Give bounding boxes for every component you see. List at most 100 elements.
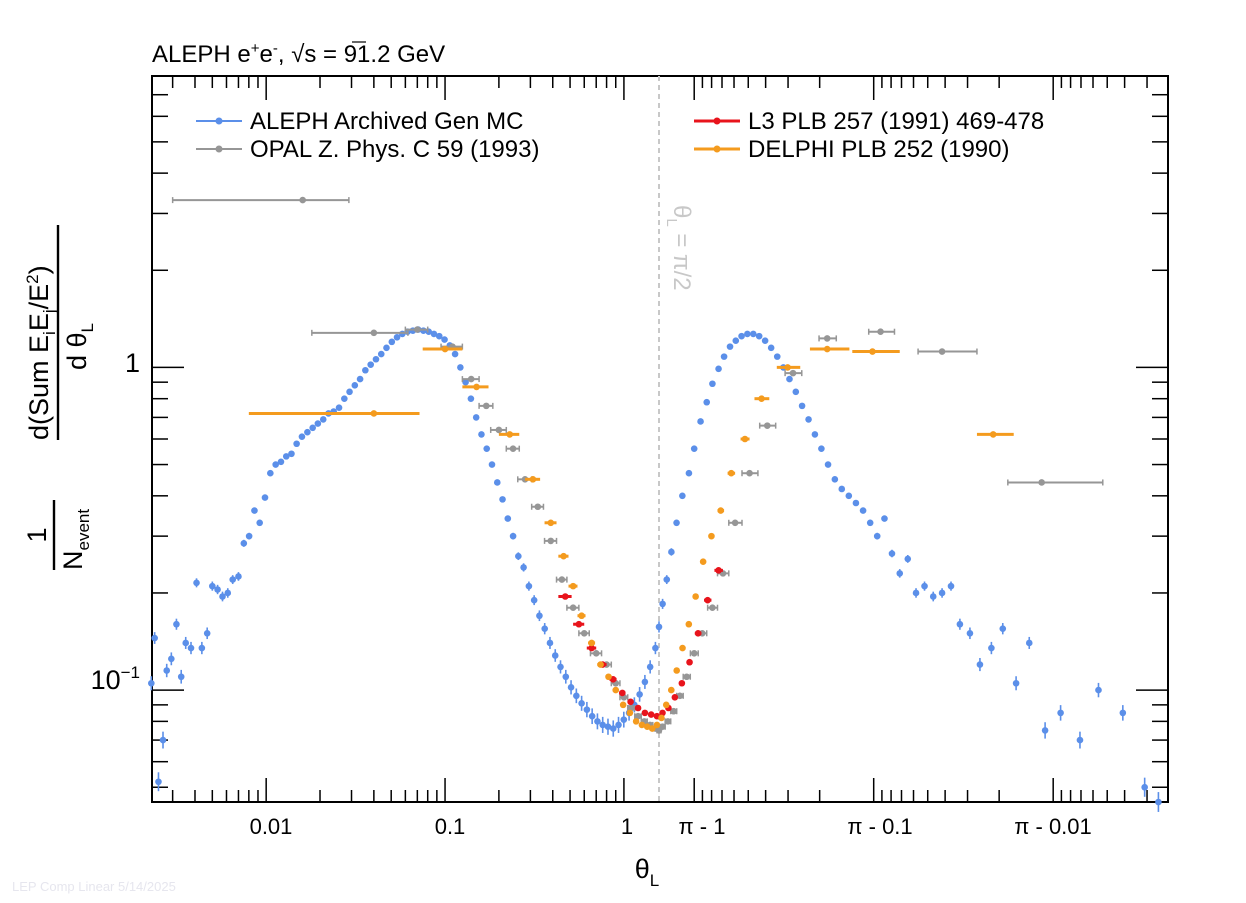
data-point [888, 550, 896, 557]
data-point [341, 395, 348, 402]
data-point [314, 420, 322, 427]
data-point [575, 620, 583, 628]
data-point [659, 600, 666, 608]
data-point [155, 778, 162, 786]
data-point [966, 629, 974, 637]
data-point [956, 620, 964, 628]
data-point [859, 507, 867, 514]
data-point [692, 593, 699, 600]
data-point [546, 639, 554, 647]
data-point [731, 519, 739, 527]
data-point [272, 461, 279, 468]
data-point [224, 589, 232, 597]
data-point [676, 692, 684, 700]
data-point [989, 431, 997, 438]
series-0 [148, 326, 1162, 812]
data-point [1041, 727, 1049, 734]
x-tick-labels: 0.01 0.1 1 π - 1 π - 0.1 π - 0.01 [250, 814, 1092, 839]
data-point [588, 644, 595, 652]
data-point [430, 330, 438, 338]
footnote: LEP Comp Linear 5/14/2025 [12, 879, 176, 894]
legend: ALEPH Archived Gen MC OPAL Z. Phys. C 59… [196, 108, 1044, 163]
data-point [686, 658, 693, 666]
data-point [187, 644, 195, 652]
data-point [495, 426, 503, 434]
series-3 [248, 345, 1014, 732]
svg-text:θL = π/2: θL = π/2 [663, 205, 695, 291]
chart-title: ALEPH e+e-, √s = 91.2 GeV [152, 40, 445, 68]
data-point [732, 337, 740, 344]
data-point [597, 661, 604, 668]
data-point [703, 398, 711, 406]
data-point [792, 388, 800, 396]
data-point [362, 366, 369, 374]
data-point [551, 652, 559, 659]
data-point [547, 537, 555, 545]
data-point [198, 644, 206, 652]
data-point [668, 548, 675, 556]
y-label-one: 1 [22, 527, 52, 542]
data-point [193, 579, 200, 587]
data-point [896, 570, 904, 577]
data-point [578, 700, 585, 707]
data-point [261, 494, 269, 501]
data-point [1025, 639, 1033, 647]
data-point [588, 712, 596, 720]
y-label-numerator: d(Sum EiEj/E2) [23, 265, 59, 440]
data-point [663, 576, 671, 583]
data-point [805, 416, 812, 423]
data-point [370, 410, 378, 417]
data-point [569, 582, 577, 590]
data-point [634, 712, 642, 720]
data-point [457, 364, 464, 371]
data-point [738, 332, 745, 340]
data-point [569, 604, 577, 612]
x-tick-label-0.01: 0.01 [250, 814, 293, 839]
data-point [708, 532, 715, 540]
data-point [441, 336, 448, 343]
data-point [659, 723, 666, 731]
legend-label: L3 PLB 257 (1991) 469-478 [748, 108, 1044, 135]
data-point [758, 395, 765, 402]
data-point [335, 404, 343, 412]
data-point [659, 709, 666, 717]
data-point [351, 382, 359, 389]
data-point [938, 348, 946, 355]
data-point [372, 355, 380, 363]
data-point [1141, 783, 1148, 791]
data-point [573, 692, 580, 700]
data-point [726, 343, 734, 350]
data-series [148, 196, 1162, 812]
data-point [393, 333, 401, 341]
data-point [662, 701, 670, 709]
data-point [717, 507, 725, 514]
data-point [767, 344, 775, 352]
data-point [605, 673, 612, 681]
data-point [558, 576, 566, 583]
data-point [679, 492, 686, 500]
x-tick-label-pi-minus-0.1: π - 0.1 [847, 814, 912, 839]
legend-entry-opal: OPAL Z. Phys. C 59 (1993) [196, 136, 539, 163]
data-point [383, 344, 390, 352]
data-point [648, 725, 656, 732]
data-point [678, 679, 686, 687]
data-point [578, 612, 585, 620]
data-point [525, 582, 533, 590]
data-point [615, 721, 622, 729]
data-point [811, 431, 819, 438]
data-point [838, 485, 846, 493]
data-point [652, 644, 659, 652]
data-point [671, 693, 679, 701]
data-point [881, 515, 888, 522]
y-tick-label-1: 1 [125, 348, 140, 378]
data-point [679, 644, 686, 652]
data-point [267, 469, 274, 477]
data-point [177, 673, 185, 681]
data-point [988, 644, 995, 652]
data-point [694, 629, 702, 637]
data-point [763, 422, 771, 429]
data-point [173, 620, 180, 628]
data-point [845, 492, 853, 500]
data-point [561, 593, 569, 600]
data-point [467, 395, 475, 402]
